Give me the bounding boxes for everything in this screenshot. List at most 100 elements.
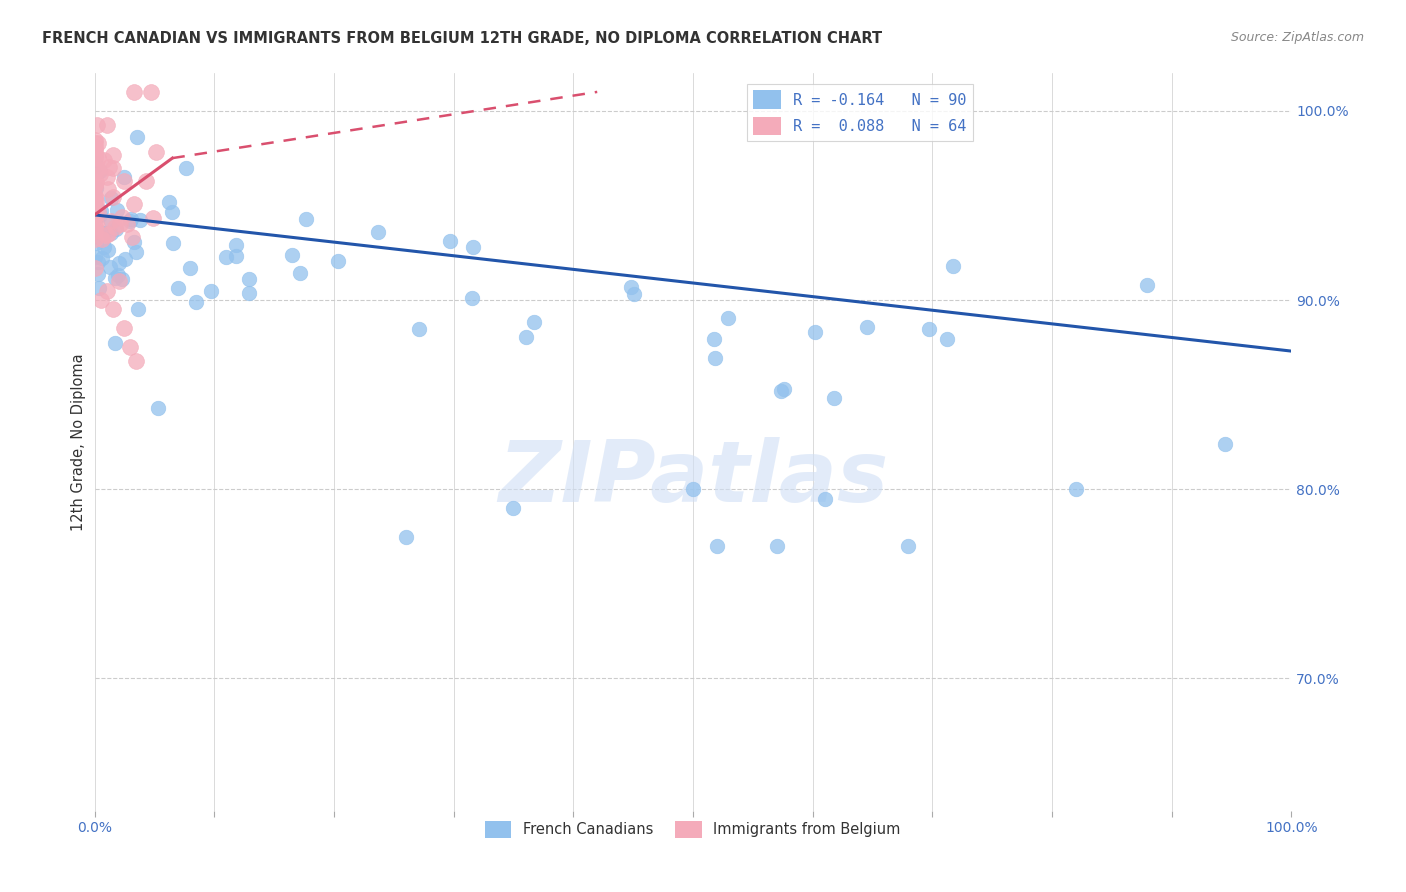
Point <box>104 270 127 285</box>
Point <box>214 250 236 264</box>
Point <box>142 211 165 226</box>
Point <box>135 174 157 188</box>
Point <box>127 302 149 317</box>
Point <box>87 163 110 178</box>
Point <box>124 245 146 260</box>
Point <box>97 182 120 196</box>
Point <box>100 226 122 240</box>
Point <box>813 491 835 506</box>
Point <box>1136 277 1159 292</box>
Point <box>100 213 122 227</box>
Point <box>90 293 112 307</box>
Point <box>87 281 110 295</box>
Point <box>101 148 124 162</box>
Point <box>367 225 389 239</box>
Point <box>84 224 107 238</box>
Point <box>84 195 107 210</box>
Point <box>1213 436 1236 450</box>
Point <box>765 539 787 553</box>
Point <box>90 204 112 219</box>
Point <box>174 161 197 175</box>
Point <box>120 340 142 354</box>
Point <box>86 254 108 268</box>
Point <box>83 156 105 170</box>
Point <box>84 140 107 154</box>
Point <box>87 267 110 281</box>
Point <box>125 353 148 368</box>
Point <box>83 226 105 240</box>
Point <box>770 384 793 399</box>
Point <box>84 178 107 193</box>
Point <box>114 321 136 335</box>
Point <box>101 161 124 175</box>
Point <box>225 249 247 263</box>
Point <box>84 175 107 189</box>
Point <box>98 260 121 274</box>
Point <box>107 256 129 270</box>
Point <box>107 268 129 282</box>
Point <box>96 169 118 184</box>
Point <box>84 236 107 251</box>
Point <box>112 174 135 188</box>
Point <box>225 238 247 252</box>
Point <box>111 211 134 225</box>
Point <box>84 217 107 231</box>
Point <box>96 119 118 133</box>
Point <box>83 142 105 156</box>
Point <box>824 391 846 405</box>
Point <box>100 214 122 228</box>
Point <box>94 227 117 241</box>
Point <box>804 325 827 339</box>
Point <box>184 294 207 309</box>
Point <box>83 136 105 150</box>
Point <box>83 219 105 234</box>
Y-axis label: 12th Grade, No Diploma: 12th Grade, No Diploma <box>72 353 86 531</box>
Point <box>83 210 105 224</box>
Point <box>114 252 136 267</box>
Point <box>83 192 105 206</box>
Point <box>395 529 418 543</box>
Point <box>408 321 430 335</box>
Point <box>104 336 127 351</box>
Point <box>86 118 108 132</box>
Point <box>706 539 728 553</box>
Point <box>101 302 124 317</box>
Point <box>620 280 643 294</box>
Point <box>288 266 311 280</box>
Point <box>86 180 108 194</box>
Point <box>83 196 105 211</box>
Point <box>502 501 524 516</box>
Point <box>294 212 316 227</box>
Point <box>515 329 537 343</box>
Point <box>83 219 105 233</box>
Point <box>83 229 105 244</box>
Point <box>93 153 115 167</box>
Point <box>83 178 105 193</box>
Point <box>157 195 180 210</box>
Point <box>83 201 105 215</box>
Point <box>96 284 118 298</box>
Point <box>83 198 105 212</box>
Point <box>84 208 107 222</box>
Point <box>704 351 727 365</box>
Point <box>200 285 222 299</box>
Point <box>97 244 120 258</box>
Point <box>773 383 796 397</box>
Point <box>93 240 115 254</box>
Text: Source: ZipAtlas.com: Source: ZipAtlas.com <box>1230 31 1364 45</box>
Point <box>89 164 111 178</box>
Point <box>111 272 134 286</box>
Point <box>91 227 114 241</box>
Point <box>1064 482 1087 496</box>
Point <box>717 311 740 326</box>
Point <box>118 214 141 228</box>
Point <box>115 217 138 231</box>
Point <box>281 248 304 262</box>
Text: FRENCH CANADIAN VS IMMIGRANTS FROM BELGIUM 12TH GRADE, NO DIPLOMA CORRELATION CH: FRENCH CANADIAN VS IMMIGRANTS FROM BELGI… <box>42 31 883 46</box>
Point <box>84 148 107 162</box>
Point <box>162 205 184 219</box>
Point <box>83 195 105 210</box>
Legend: French Canadians, Immigrants from Belgium: French Canadians, Immigrants from Belgiu… <box>479 814 907 844</box>
Point <box>145 145 167 160</box>
Point <box>84 192 107 206</box>
